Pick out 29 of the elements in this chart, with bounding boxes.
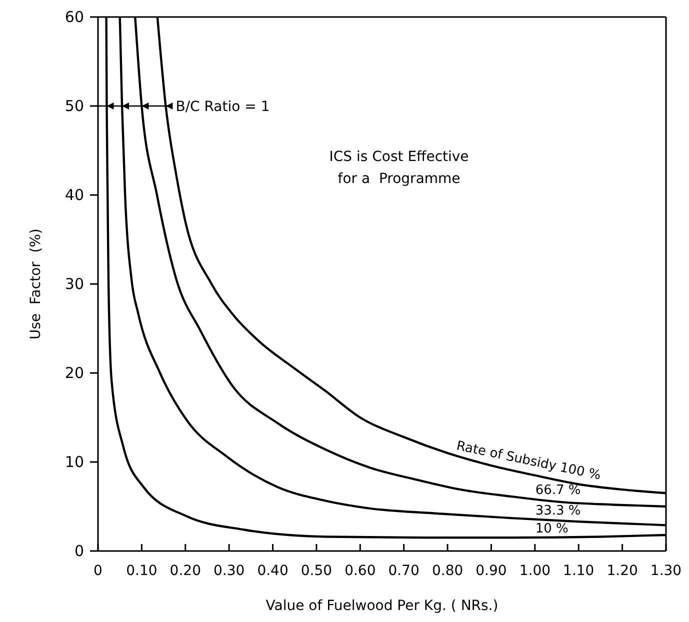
y-tick-label: 60 (64, 8, 84, 26)
y-tick-label: 40 (64, 186, 84, 204)
y-axis-title: Use Factor (%) (28, 228, 44, 340)
text: Rate of Subsidy 100 % (455, 438, 602, 484)
x-tick-label: 0.30 (213, 562, 245, 579)
x-tick-label: 0 (94, 562, 102, 579)
series-label: 33.3 % (535, 503, 581, 518)
y-tick-label: 30 (64, 274, 84, 293)
x-tick-label: 1.10 (563, 562, 594, 579)
x-tick-label: 0.40 (257, 562, 288, 579)
x-tick-label: 0.70 (388, 562, 420, 579)
x-tick-label: 1.20 (606, 562, 638, 579)
x-tick-label: 0.80 (432, 562, 464, 579)
annotation: ICS is Cost Effective for a Programme (329, 149, 469, 188)
x-tick-label: 0.50 (300, 562, 332, 579)
x-tick-label: 1.30 (650, 562, 682, 579)
series-label: 66.7 % (535, 483, 581, 498)
annotation: B/C Ratio = 1 (176, 99, 270, 115)
y-tick-label: 20 (64, 364, 84, 382)
series-label: 10 % (535, 521, 568, 536)
y-tick-label: 0 (74, 542, 84, 560)
x-tick-label: 0.90 (476, 562, 507, 579)
x-tick-label: 1.00 (519, 562, 551, 579)
x-tick-label: 0.60 (344, 562, 376, 579)
y-tick-label: 10 (64, 452, 84, 471)
x-tick-label: 0.20 (170, 562, 201, 579)
x-axis-title: Value of Fuelwood Per Kg. ( NRs.) (266, 598, 498, 614)
x-tick-label: 0.10 (126, 562, 158, 579)
y-tick-label: 50 (64, 96, 84, 115)
